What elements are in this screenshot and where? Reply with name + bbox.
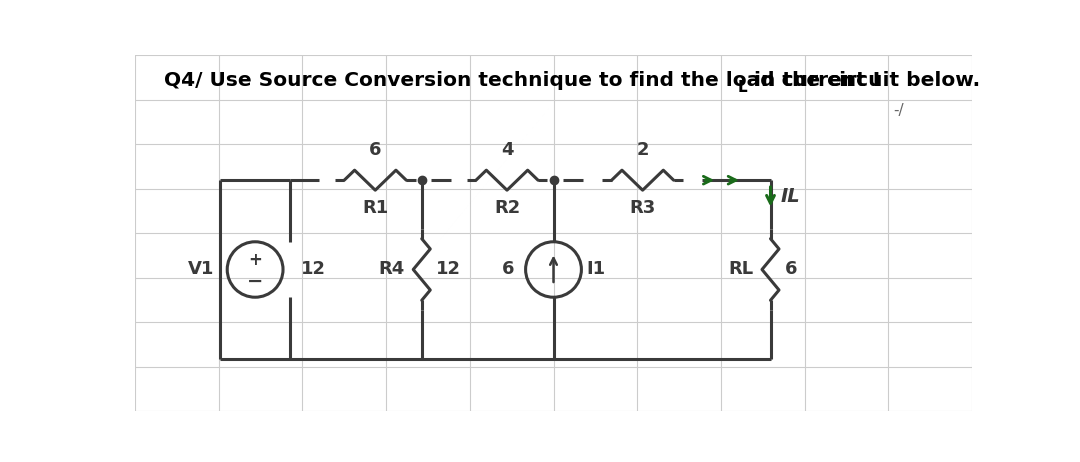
Text: 6: 6 bbox=[784, 261, 797, 279]
Text: RL: RL bbox=[728, 261, 754, 279]
Text: R1: R1 bbox=[362, 200, 389, 218]
Text: 12: 12 bbox=[301, 261, 326, 279]
Text: 2: 2 bbox=[636, 140, 649, 158]
Text: IL: IL bbox=[781, 187, 800, 206]
Text: R3: R3 bbox=[630, 200, 656, 218]
Text: 12: 12 bbox=[435, 261, 461, 279]
Text: +: + bbox=[248, 251, 262, 269]
Text: 6: 6 bbox=[502, 261, 515, 279]
Text: I1: I1 bbox=[586, 261, 605, 279]
Text: V1: V1 bbox=[188, 261, 214, 279]
Text: 4: 4 bbox=[501, 140, 513, 158]
Text: R2: R2 bbox=[494, 200, 521, 218]
Text: −: − bbox=[247, 272, 264, 291]
Text: -/: -/ bbox=[893, 103, 904, 118]
Text: L: L bbox=[738, 80, 747, 95]
Text: R4: R4 bbox=[378, 261, 405, 279]
Text: 6: 6 bbox=[369, 140, 381, 158]
Text: Q4/ Use Source Conversion technique to find the load current I: Q4/ Use Source Conversion technique to f… bbox=[164, 71, 880, 90]
Text: in the circuit below.: in the circuit below. bbox=[747, 71, 981, 90]
